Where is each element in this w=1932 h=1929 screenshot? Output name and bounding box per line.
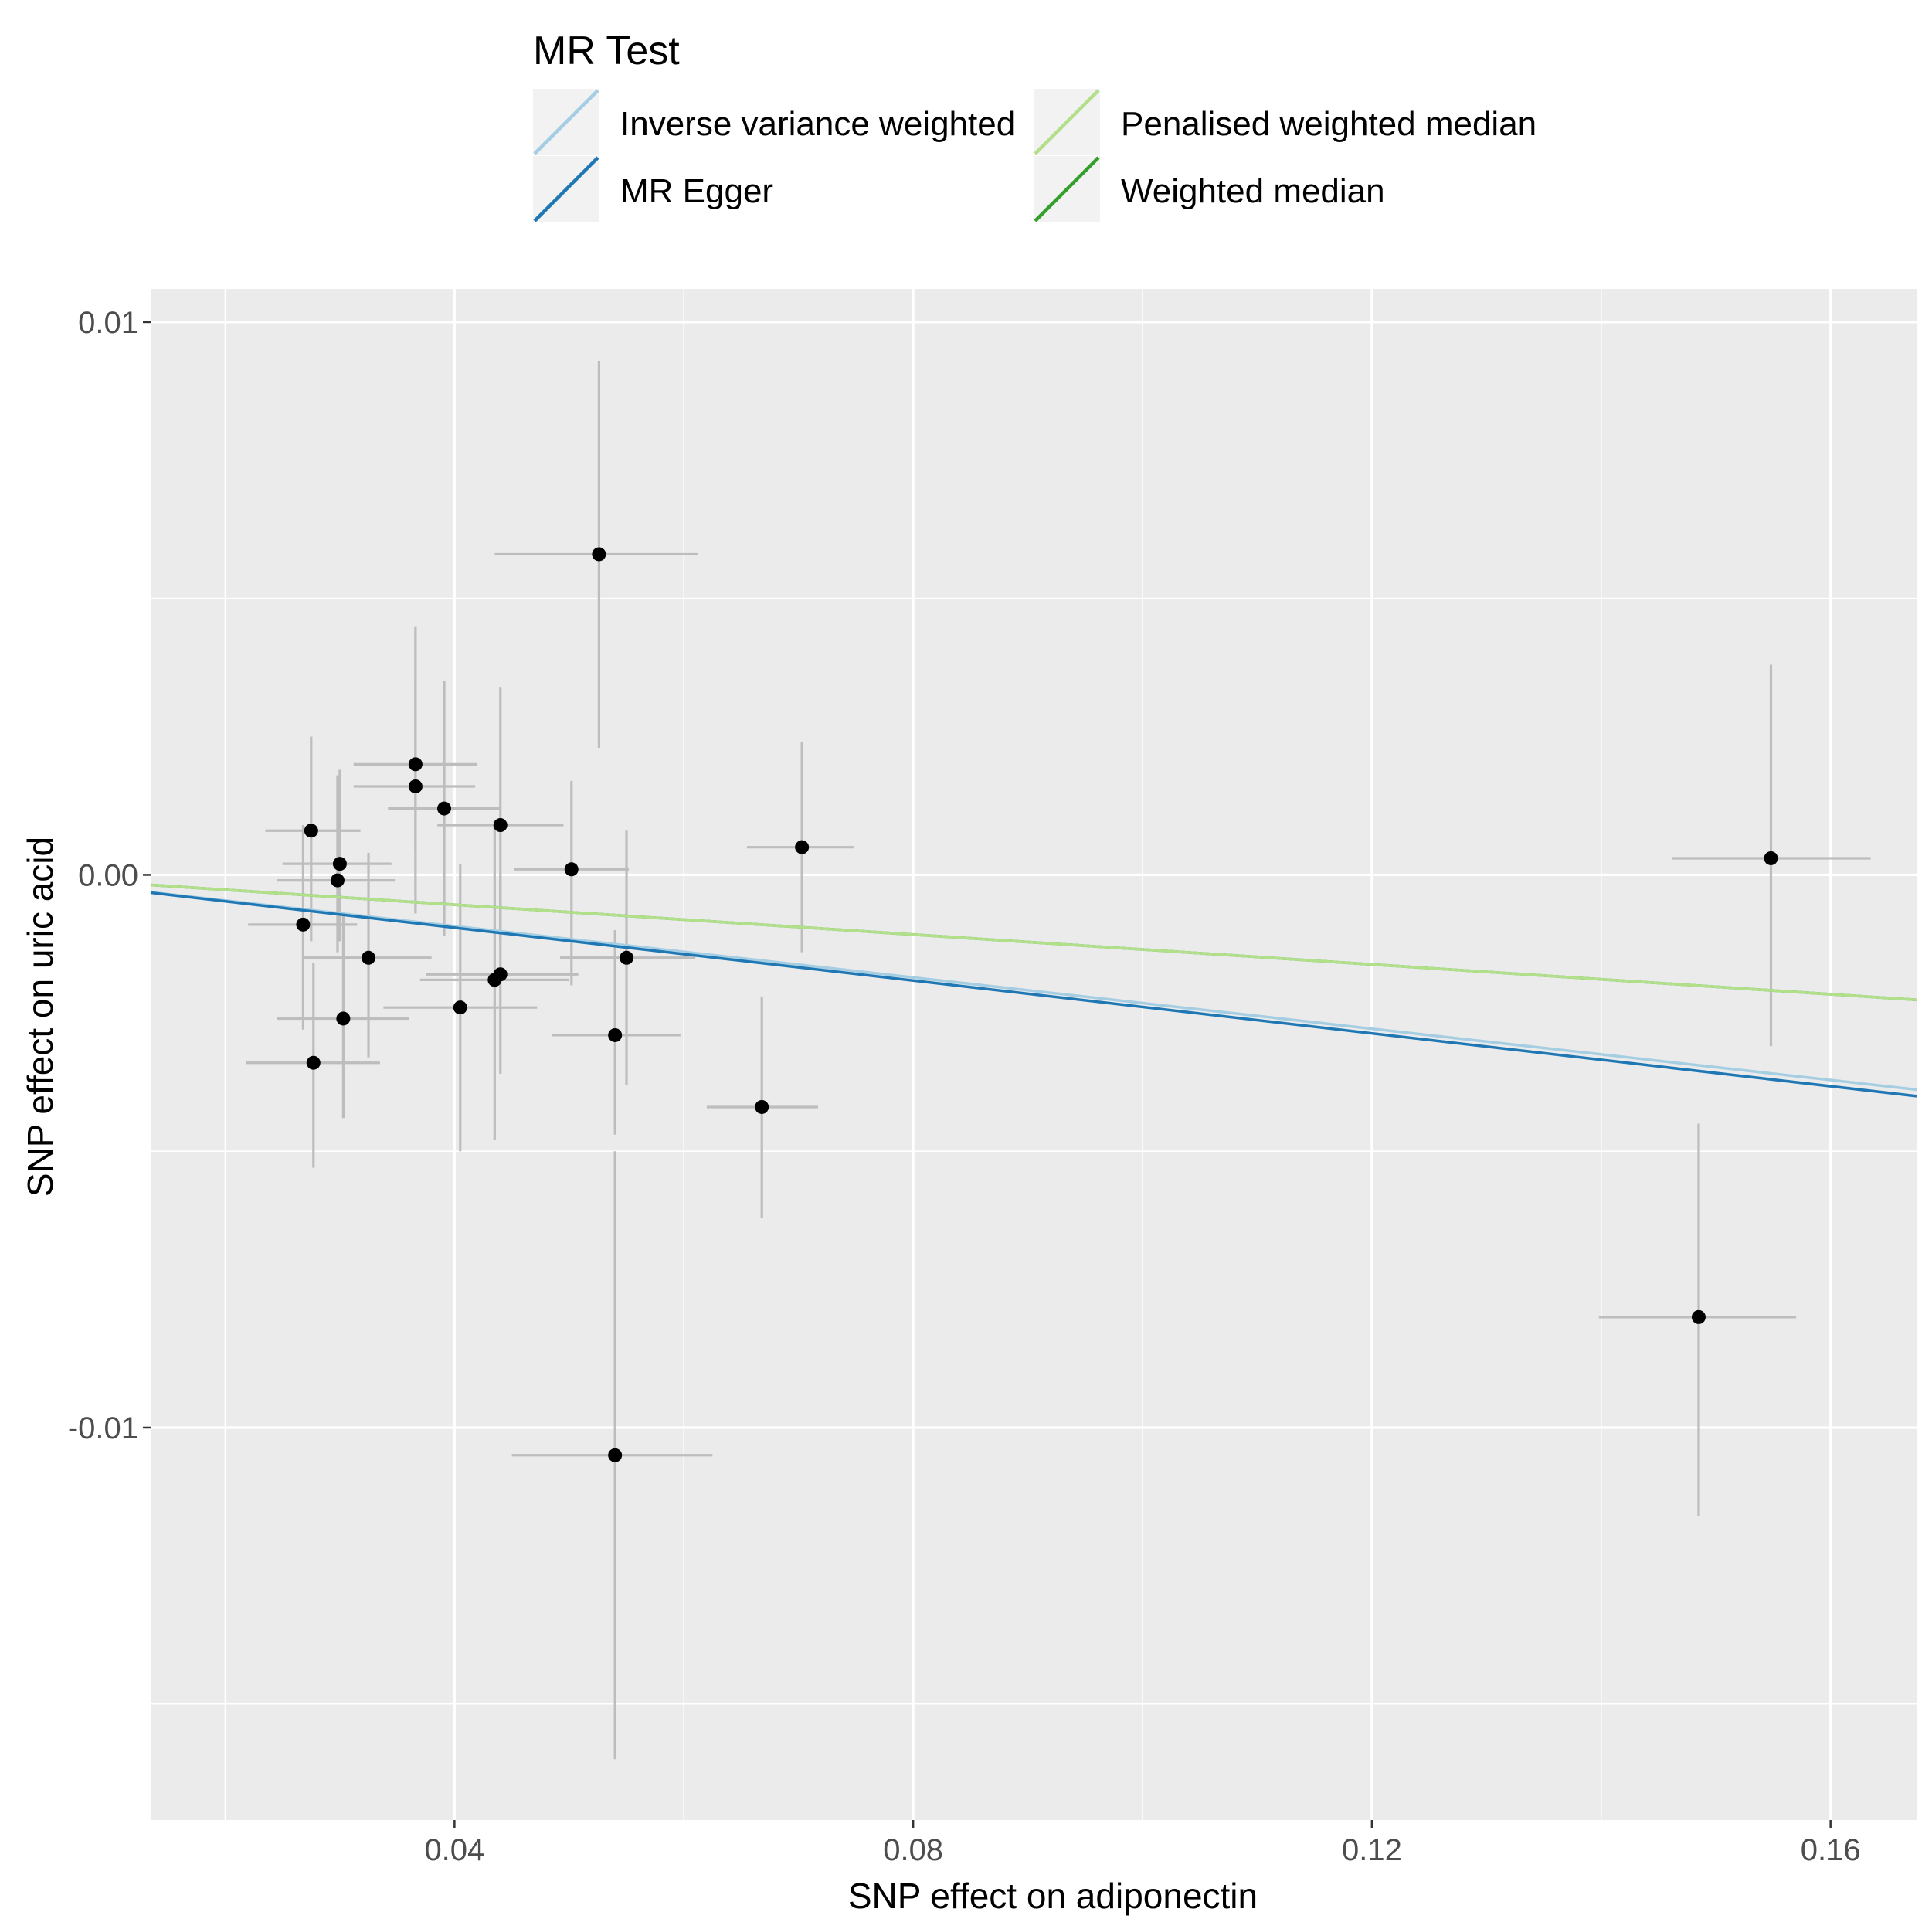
legend-label: Weighted median [1121, 172, 1385, 210]
legend-title: MR Test [533, 29, 680, 73]
legend-item: MR Egger [533, 156, 773, 222]
data-point [795, 840, 810, 854]
major-gridlines [151, 289, 1917, 1820]
data-point [592, 547, 606, 562]
y-tick-label: -0.01 [68, 1411, 138, 1445]
legend: MR Test Inverse variance weighted MR Egge… [533, 29, 1536, 222]
legend-key-line [533, 156, 599, 222]
data-point [408, 757, 423, 772]
plot-panel [151, 289, 1917, 1820]
data-point [1691, 1309, 1706, 1324]
data-point [306, 1055, 321, 1070]
x-tick-label: 0.16 [1801, 1833, 1861, 1867]
data-point [332, 857, 347, 871]
data-point [487, 973, 502, 987]
legend-item: Weighted median [1034, 156, 1385, 222]
y-tick-label: 0.00 [78, 858, 138, 892]
minor-gridlines [151, 289, 1917, 1820]
regression-line [150, 891, 1917, 1092]
x-tick-label: 0.12 [1342, 1833, 1402, 1867]
legend-key-line [1034, 89, 1100, 155]
regression-line [150, 891, 1917, 1098]
regression-line [150, 883, 1917, 1001]
data-point [453, 1000, 467, 1015]
x-tick-label: 0.08 [883, 1833, 943, 1867]
regression-lines [150, 883, 1917, 1098]
legend-key-line [1034, 156, 1100, 222]
data-points [296, 547, 1778, 1462]
x-axis-title: SNP effect on adiponectin [848, 1876, 1258, 1916]
y-axis-title: SNP effect on uric acid [20, 837, 60, 1197]
data-point [493, 818, 508, 833]
axis-ticks: 0.04 0.08 0.12 0.16 0.01 0.00 -0.01 [68, 306, 1861, 1867]
data-point [1764, 851, 1778, 865]
legend-label: Penalised weighted median [1121, 105, 1536, 143]
data-point [564, 862, 579, 877]
data-point [755, 1099, 769, 1114]
data-point [296, 917, 311, 932]
legend-label: MR Egger [620, 172, 773, 210]
data-point [330, 873, 345, 888]
legend-item: Inverse variance weighted [533, 89, 1015, 155]
data-point [608, 1448, 623, 1462]
legend-key-line [533, 89, 599, 155]
data-point [608, 1027, 623, 1042]
data-point [408, 779, 423, 793]
data-point [304, 824, 318, 838]
data-point [620, 950, 634, 965]
legend-label: Inverse variance weighted [620, 105, 1015, 143]
data-point [437, 801, 452, 816]
x-tick-label: 0.04 [424, 1833, 484, 1867]
legend-item: Penalised weighted median [1034, 89, 1536, 155]
data-point [336, 1011, 351, 1026]
data-point [362, 950, 376, 965]
y-tick-label: 0.01 [78, 306, 138, 340]
